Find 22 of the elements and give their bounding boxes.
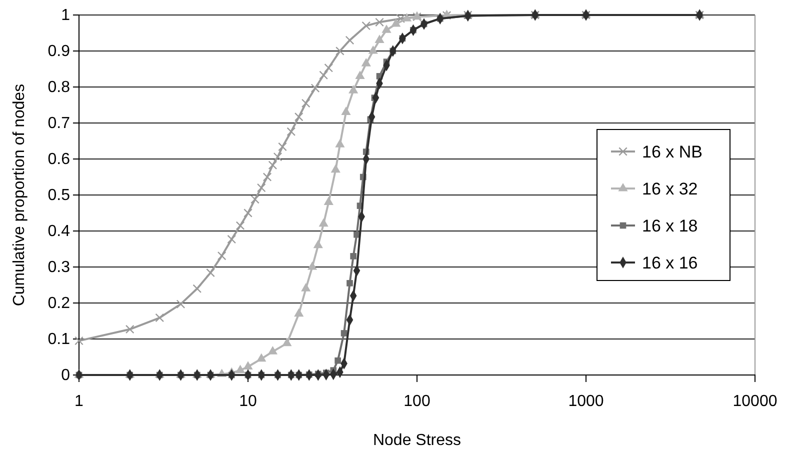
legend-label: 16 x 18 bbox=[642, 216, 698, 236]
x-tick-label: 10000 bbox=[732, 392, 778, 410]
y-tick-label: 1 bbox=[61, 7, 70, 24]
y-tick-label: 0 bbox=[61, 367, 70, 384]
x-tick-label: 10 bbox=[239, 392, 257, 410]
y-tick-label: 0.2 bbox=[48, 295, 70, 312]
y-tick-label: 0.7 bbox=[48, 115, 70, 132]
y-axis-title: Cumulative proportion of nodes bbox=[11, 84, 28, 306]
x-tick-label: 100 bbox=[404, 392, 430, 410]
y-tick-label: 0.5 bbox=[48, 187, 70, 204]
y-tick-label: 0.1 bbox=[48, 331, 70, 348]
x-tick-label: 1 bbox=[74, 392, 84, 410]
y-tick-label: 0.6 bbox=[48, 151, 70, 168]
y-tick-label: 0.3 bbox=[48, 259, 70, 276]
y-tick-label: 0.9 bbox=[48, 43, 70, 60]
legend-label: 16 x 16 bbox=[642, 254, 698, 272]
y-tick-label: 0.4 bbox=[48, 223, 70, 240]
y-tick-label: 0.8 bbox=[48, 79, 70, 96]
legend-label: 16 x 32 bbox=[642, 180, 698, 198]
legend-label: 16 x NB bbox=[642, 142, 702, 162]
x-tick-label: 1000 bbox=[568, 392, 604, 410]
x-axis-title: Node Stress bbox=[372, 432, 462, 449]
